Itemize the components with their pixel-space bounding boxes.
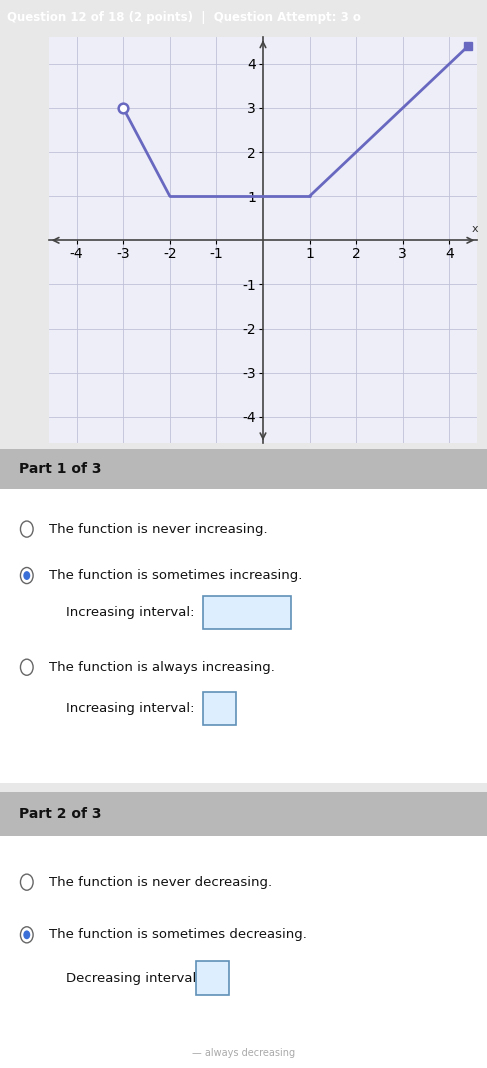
Text: Increasing interval:: Increasing interval:	[66, 703, 194, 716]
Text: — always decreasing: — always decreasing	[192, 1048, 295, 1057]
FancyBboxPatch shape	[203, 692, 236, 725]
Circle shape	[20, 927, 33, 943]
Text: The function is never decreasing.: The function is never decreasing.	[49, 876, 272, 889]
Text: Decreasing interval:: Decreasing interval:	[66, 972, 200, 985]
Text: Part 2 of 3: Part 2 of 3	[19, 807, 102, 821]
Text: The function is sometimes increasing.: The function is sometimes increasing.	[49, 569, 302, 582]
Text: Part 1 of 3: Part 1 of 3	[19, 461, 102, 475]
FancyBboxPatch shape	[196, 961, 229, 995]
Text: Increasing interval:: Increasing interval:	[66, 607, 194, 619]
Circle shape	[20, 659, 33, 675]
Circle shape	[20, 874, 33, 891]
FancyBboxPatch shape	[0, 792, 487, 835]
FancyBboxPatch shape	[0, 835, 487, 1068]
Text: The function is never increasing.: The function is never increasing.	[49, 522, 267, 535]
Text: (1, ∞): (1, ∞)	[229, 607, 265, 619]
FancyBboxPatch shape	[203, 596, 291, 629]
Circle shape	[23, 571, 30, 580]
Text: The function is sometimes decreasing.: The function is sometimes decreasing.	[49, 928, 307, 941]
Circle shape	[20, 567, 33, 583]
FancyBboxPatch shape	[0, 449, 487, 489]
Text: The function is always increasing.: The function is always increasing.	[49, 661, 275, 674]
Text: Question 12 of 18 (2 points)  |  Question Attempt: 3 o: Question 12 of 18 (2 points) | Question …	[7, 11, 361, 25]
Text: x: x	[471, 224, 478, 234]
Circle shape	[20, 521, 33, 537]
Circle shape	[23, 930, 30, 939]
FancyBboxPatch shape	[0, 489, 487, 783]
